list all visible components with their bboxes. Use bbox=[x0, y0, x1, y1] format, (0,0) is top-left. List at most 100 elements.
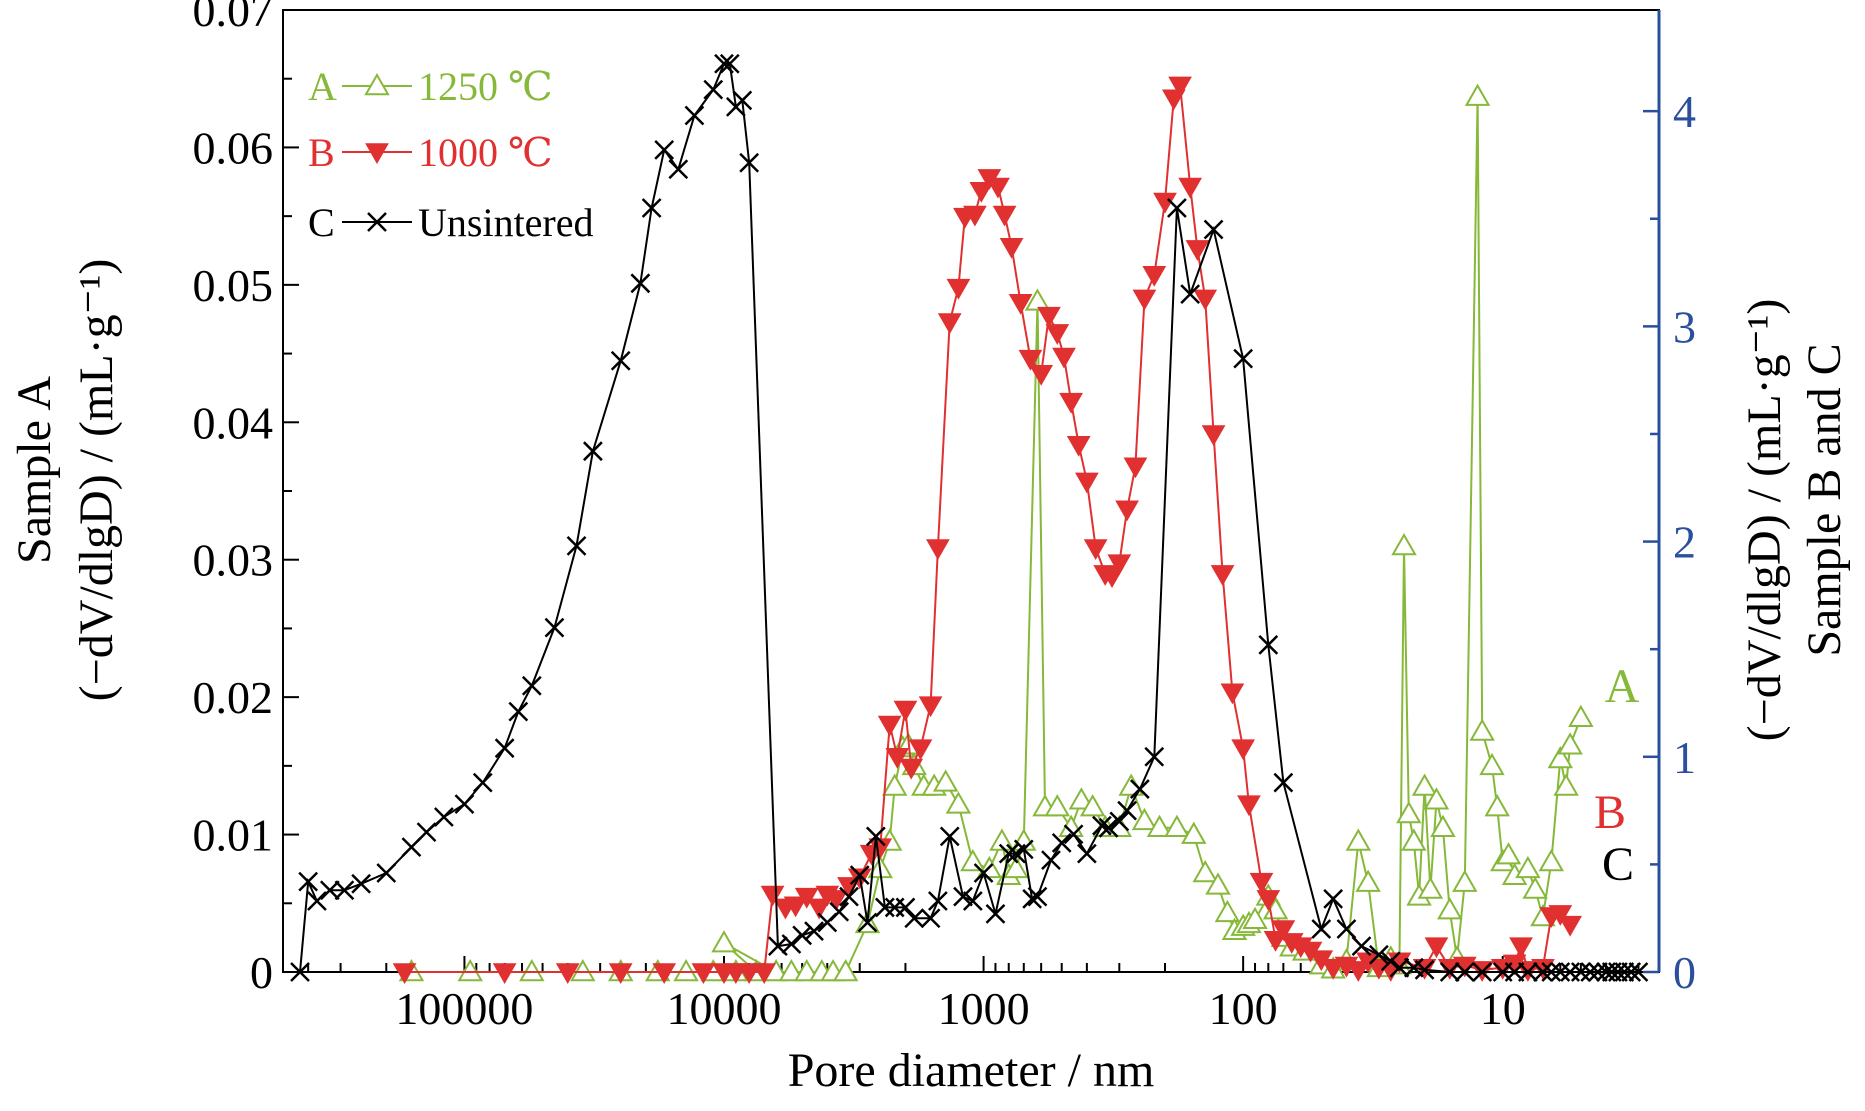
data-point bbox=[1068, 787, 1095, 810]
data-point bbox=[781, 934, 802, 954]
data-point bbox=[1249, 872, 1274, 894]
data-point bbox=[1220, 683, 1245, 705]
data-point bbox=[1037, 306, 1061, 328]
data-point bbox=[508, 701, 529, 722]
data-point bbox=[1214, 899, 1241, 923]
data-point bbox=[893, 700, 918, 722]
data-point bbox=[1059, 392, 1083, 414]
curve-tag-B: B bbox=[1594, 786, 1626, 839]
data-point bbox=[1164, 814, 1190, 837]
left-y-tick-label: 0.05 bbox=[193, 260, 274, 311]
data-point bbox=[1558, 915, 1582, 937]
data-point bbox=[1168, 76, 1192, 98]
data-point bbox=[1115, 500, 1139, 522]
data-point bbox=[865, 826, 886, 847]
data-point bbox=[492, 963, 517, 985]
data-point bbox=[1614, 962, 1635, 982]
data-point bbox=[433, 807, 454, 827]
data-point bbox=[570, 958, 596, 982]
data-point bbox=[1256, 890, 1281, 911]
data-point bbox=[290, 962, 310, 982]
series-layer bbox=[290, 53, 1649, 985]
legend-letter: A bbox=[308, 64, 337, 109]
data-point bbox=[684, 105, 705, 126]
left-y-axis-ticks: 0 0.01 0.02 0.03 0.04 0.05 0.06 0.07 bbox=[193, 0, 299, 998]
data-point bbox=[1079, 794, 1106, 817]
data-point bbox=[953, 886, 973, 907]
data-point bbox=[1401, 828, 1427, 851]
data-point bbox=[1233, 348, 1254, 369]
data-point bbox=[1538, 849, 1565, 872]
data-point bbox=[1351, 936, 1372, 957]
data-point bbox=[1178, 177, 1203, 199]
data-point bbox=[1414, 959, 1435, 980]
data-point bbox=[783, 896, 808, 918]
data-point bbox=[962, 891, 983, 911]
data-point bbox=[1203, 219, 1224, 240]
data-point bbox=[668, 159, 689, 180]
data-point bbox=[654, 140, 675, 160]
data-point bbox=[829, 901, 850, 922]
data-point bbox=[760, 885, 785, 907]
data-point bbox=[1355, 869, 1381, 892]
data-point bbox=[610, 350, 631, 371]
data-point bbox=[1541, 962, 1562, 982]
left-y-tick-label: 0.04 bbox=[193, 397, 274, 448]
data-point bbox=[673, 958, 699, 982]
data-point bbox=[1129, 779, 1150, 799]
data-point bbox=[1144, 746, 1165, 767]
data-point bbox=[752, 963, 777, 985]
data-point bbox=[885, 748, 910, 769]
data-point bbox=[1083, 539, 1108, 561]
right-y-tick-label: 2 bbox=[1673, 517, 1696, 568]
data-point bbox=[804, 921, 824, 941]
data-point bbox=[1132, 289, 1157, 311]
data-point bbox=[1180, 284, 1201, 304]
left-y-tick-label: 0.01 bbox=[193, 810, 274, 861]
data-point bbox=[1568, 704, 1594, 728]
data-point bbox=[1323, 888, 1344, 909]
data-point bbox=[737, 963, 762, 985]
left-y-tick-label: 0.02 bbox=[193, 672, 274, 723]
data-point bbox=[1464, 83, 1491, 106]
data-point bbox=[1201, 425, 1226, 446]
series-line-C bbox=[299, 62, 1639, 973]
data-point bbox=[1117, 800, 1137, 821]
data-point bbox=[711, 930, 737, 953]
x-tick-label: 1000 bbox=[938, 983, 1030, 1034]
data-point bbox=[1396, 800, 1422, 824]
data-point bbox=[1193, 289, 1218, 311]
data-point bbox=[986, 177, 1010, 199]
data-point bbox=[1210, 565, 1235, 586]
data-point bbox=[544, 617, 565, 638]
data-point bbox=[1550, 962, 1571, 982]
data-point bbox=[401, 837, 422, 858]
data-point bbox=[1167, 198, 1187, 218]
data-point bbox=[832, 958, 859, 982]
data-point bbox=[1146, 814, 1173, 837]
data-point bbox=[932, 769, 959, 792]
data-point bbox=[1024, 288, 1051, 311]
left-y-axis-title-line1: Sample A bbox=[8, 376, 61, 564]
data-point bbox=[1181, 821, 1207, 844]
data-point bbox=[1509, 937, 1533, 959]
data-point bbox=[824, 890, 848, 911]
data-point bbox=[392, 963, 417, 985]
data-point bbox=[1621, 962, 1642, 982]
legend-label: 1000 ℃ bbox=[418, 130, 553, 175]
data-point bbox=[794, 958, 820, 982]
data-point bbox=[739, 152, 760, 173]
data-point bbox=[1052, 347, 1076, 369]
data-point bbox=[1045, 324, 1070, 345]
data-point bbox=[630, 273, 651, 294]
data-point bbox=[1018, 349, 1043, 371]
data-point bbox=[895, 897, 916, 918]
data-point bbox=[1411, 773, 1438, 796]
x-tick-label: 10 bbox=[1480, 983, 1526, 1034]
right-y-axis-title-line1: (−dV/dlgD) / (mL·g⁻¹) bbox=[1738, 299, 1791, 742]
data-point bbox=[998, 843, 1019, 864]
legend-label: 1250 ℃ bbox=[418, 64, 553, 109]
curve-tag-C: C bbox=[1602, 838, 1634, 891]
left-y-tick-label: 0.03 bbox=[193, 535, 274, 586]
data-point bbox=[1027, 886, 1048, 907]
